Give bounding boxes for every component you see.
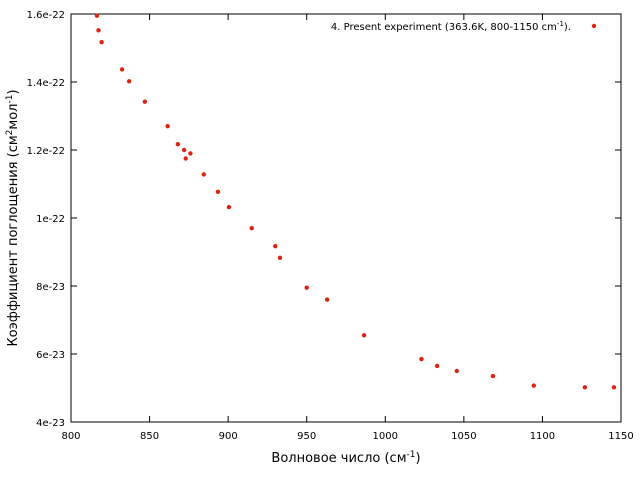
legend-label: 4. Present experiment (363.6K, 800-1150 … [331, 20, 571, 33]
x-tick-label: 1050 [451, 431, 476, 442]
legend: 4. Present experiment (363.6K, 800-1150 … [331, 20, 597, 33]
data-point [201, 172, 206, 177]
x-tick-label: 1100 [530, 431, 555, 442]
y-axis-title: Коэффициент поглощения (см2мол-1) [5, 89, 21, 346]
y-tick-label: 4e-23 [36, 418, 65, 429]
x-tick-label: 900 [219, 431, 238, 442]
plot-frame [70, 13, 622, 423]
data-point [175, 142, 181, 147]
data-point [611, 385, 617, 390]
data-point [249, 226, 254, 231]
data-point [96, 28, 101, 33]
x-tick-label: 850 [140, 431, 159, 442]
data-point [119, 67, 125, 72]
data-point [419, 356, 424, 362]
data-point [273, 244, 278, 249]
data-point [188, 151, 193, 156]
x-tick-label: 950 [297, 431, 316, 442]
data-point [99, 40, 104, 45]
data-point [304, 285, 309, 290]
x-tick-label: 800 [61, 431, 80, 442]
x-tick-label: 1000 [373, 431, 398, 442]
data-point [181, 147, 187, 153]
data-point [454, 368, 459, 374]
y-axis: 4e-23 6e-23 8e-23 1e-22 1.2e-22 1.4e-22 1.6e-2… [27, 10, 621, 429]
data-point [490, 373, 496, 379]
data-point [126, 79, 132, 84]
y-tick-label: 1e-22 [36, 214, 65, 225]
x-tick-label: 1150 [608, 431, 633, 442]
data-points [94, 13, 617, 390]
y-tick-label: 6e-23 [36, 350, 65, 361]
data-point [226, 204, 232, 210]
data-point [142, 99, 148, 104]
data-point [277, 255, 283, 260]
y-tick-label: 1.4e-22 [27, 78, 65, 89]
y-tick-label: 1.6e-22 [27, 10, 65, 21]
y-tick-label: 8e-23 [36, 282, 65, 293]
data-point [324, 297, 330, 302]
data-point [531, 383, 536, 388]
y-tick-label: 1.2e-22 [27, 146, 65, 157]
data-point [183, 156, 188, 161]
x-axis-title: Волновое число (см-1) [271, 450, 420, 466]
x-axis: 800 850 900 950 1000 1050 1100 1150 [61, 14, 634, 442]
data-point [165, 124, 170, 129]
data-point [582, 385, 588, 390]
data-point [361, 333, 367, 338]
data-point [215, 189, 221, 195]
data-point [434, 363, 440, 369]
data-point [94, 13, 100, 18]
legend-marker [591, 23, 597, 29]
